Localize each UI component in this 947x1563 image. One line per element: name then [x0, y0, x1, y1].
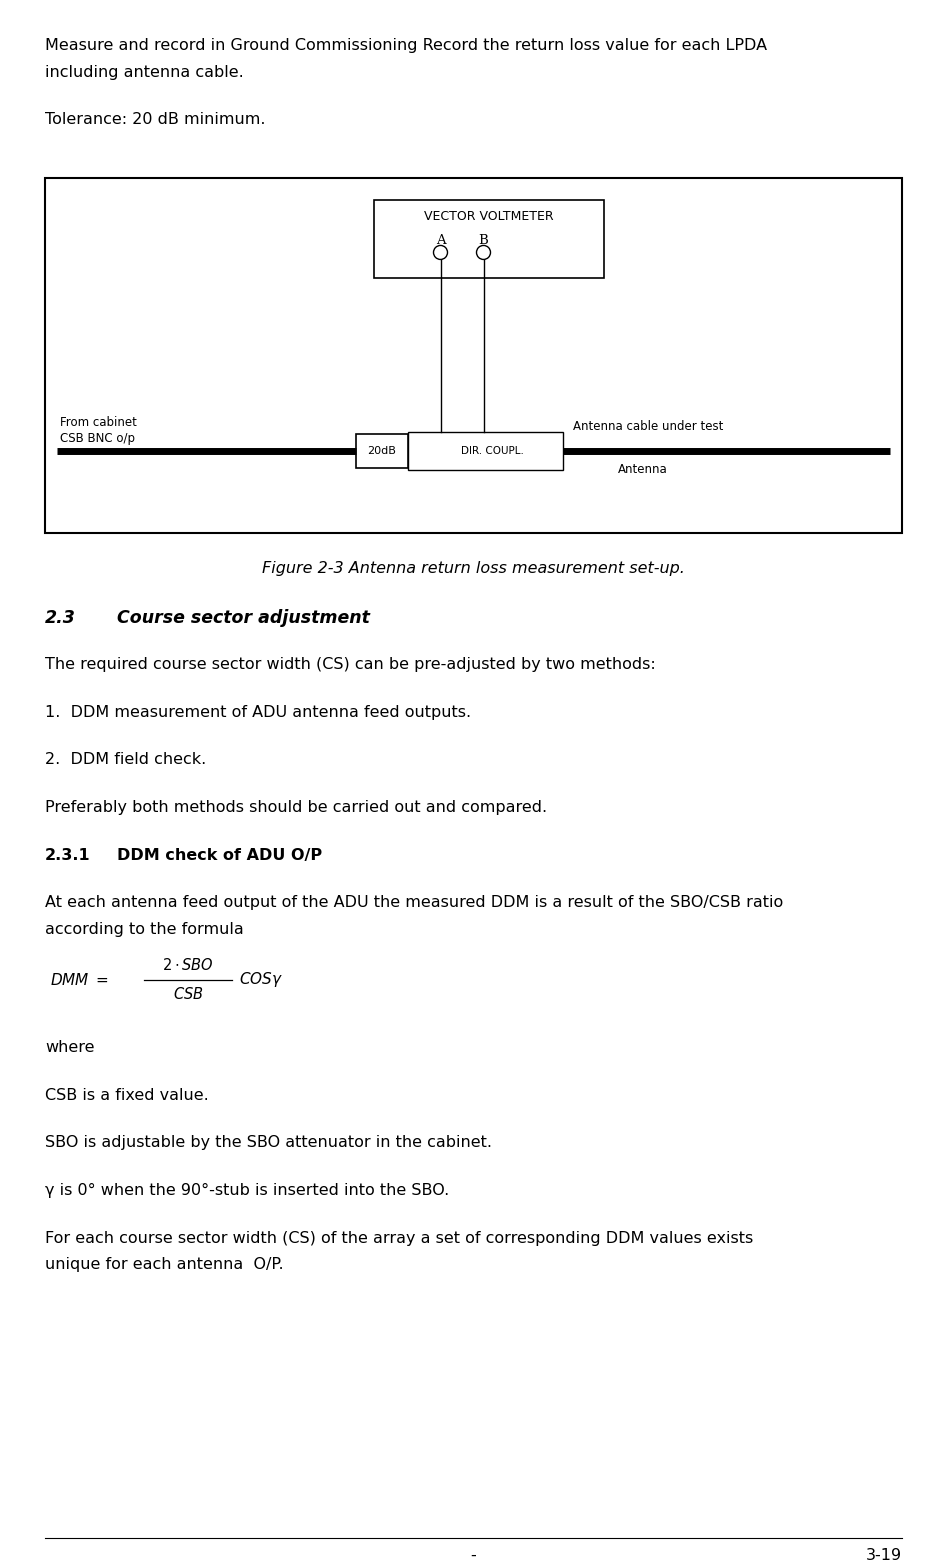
Text: SBO is adjustable by the SBO attenuator in the cabinet.: SBO is adjustable by the SBO attenuator … — [45, 1135, 492, 1150]
Text: VECTOR VOLTMETER: VECTOR VOLTMETER — [423, 211, 553, 224]
Text: DDM check of ADU O/P: DDM check of ADU O/P — [117, 847, 322, 863]
Text: Antenna: Antenna — [618, 464, 668, 477]
Text: 1.  DDM measurement of ADU antenna feed outputs.: 1. DDM measurement of ADU antenna feed o… — [45, 705, 471, 719]
Text: Measure and record in Ground Commissioning Record the return loss value for each: Measure and record in Ground Commissioni… — [45, 38, 767, 53]
Circle shape — [476, 245, 491, 259]
Bar — [373, 200, 603, 278]
Text: -: - — [471, 1547, 476, 1563]
Text: At each antenna feed output of the ADU the measured DDM is a result of the SBO/C: At each antenna feed output of the ADU t… — [45, 896, 783, 910]
Circle shape — [434, 245, 448, 259]
Text: CSB BNC o/p: CSB BNC o/p — [60, 433, 135, 445]
Text: Course sector adjustment: Course sector adjustment — [117, 610, 370, 627]
Text: according to the formula: according to the formula — [45, 922, 243, 936]
Text: DIR. COUPL.: DIR. COUPL. — [461, 447, 524, 456]
Text: Antenna cable under test: Antenna cable under test — [573, 420, 724, 433]
Text: $\mathit{COS\gamma}$: $\mathit{COS\gamma}$ — [239, 971, 283, 989]
Text: 20dB: 20dB — [367, 447, 397, 456]
Text: 3-19: 3-19 — [866, 1547, 902, 1563]
Text: $\mathit{DMM}\ =\ $: $\mathit{DMM}\ =\ $ — [50, 972, 109, 988]
Text: 2.3: 2.3 — [45, 610, 76, 627]
Text: where: where — [45, 1039, 95, 1055]
Bar — [356, 435, 408, 469]
Text: B: B — [478, 234, 489, 247]
Text: $\mathit{2 \cdot SBO}$: $\mathit{2 \cdot SBO}$ — [162, 958, 214, 974]
Text: The required course sector width (CS) can be pre-adjusted by two methods:: The required course sector width (CS) ca… — [45, 656, 655, 672]
Text: $\mathit{CSB}$: $\mathit{CSB}$ — [172, 986, 204, 1002]
Text: including antenna cable.: including antenna cable. — [45, 64, 243, 80]
Text: unique for each antenna  O/P.: unique for each antenna O/P. — [45, 1257, 283, 1272]
Text: Tolerance: 20 dB minimum.: Tolerance: 20 dB minimum. — [45, 113, 265, 127]
Text: For each course sector width (CS) of the array a set of corresponding DDM values: For each course sector width (CS) of the… — [45, 1232, 753, 1246]
Text: A: A — [436, 234, 445, 247]
Bar — [45, 178, 902, 533]
Text: CSB is a fixed value.: CSB is a fixed value. — [45, 1088, 208, 1103]
Bar — [408, 433, 563, 470]
Text: Figure 2-3 Antenna return loss measurement set-up.: Figure 2-3 Antenna return loss measureme… — [262, 561, 685, 577]
Text: Preferably both methods should be carried out and compared.: Preferably both methods should be carrie… — [45, 800, 547, 814]
Text: From cabinet: From cabinet — [60, 416, 137, 430]
Text: 2.3.1: 2.3.1 — [45, 847, 91, 863]
Text: 2.  DDM field check.: 2. DDM field check. — [45, 752, 206, 767]
Text: γ is 0° when the 90°-stub is inserted into the SBO.: γ is 0° when the 90°-stub is inserted in… — [45, 1183, 449, 1199]
